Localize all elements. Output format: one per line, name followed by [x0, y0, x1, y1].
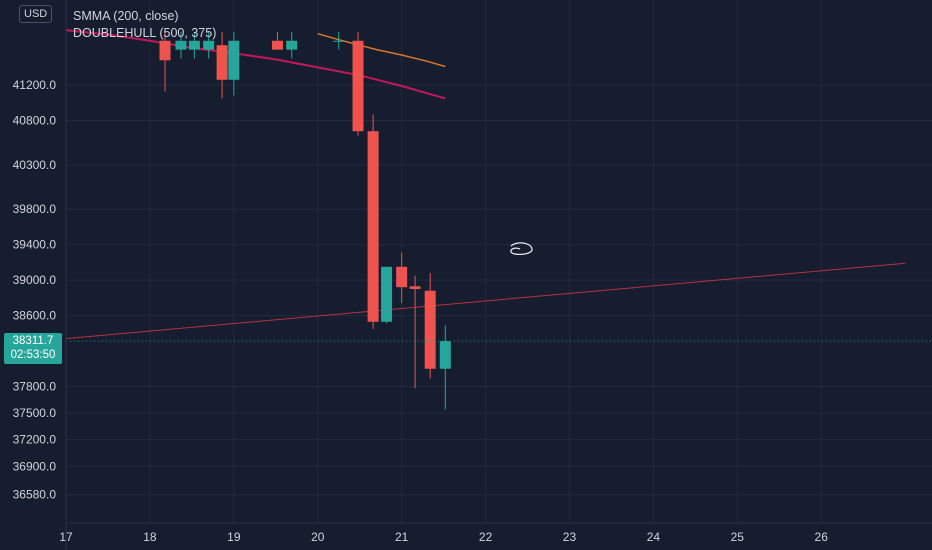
price-axis-label: 37200.0 — [13, 433, 57, 447]
candle-body — [228, 40, 240, 80]
price-axis-label: 41200.0 — [13, 78, 57, 92]
candles — [159, 31, 451, 410]
candle-body — [175, 40, 187, 50]
candle — [175, 31, 187, 59]
last-price-value: 38311.7 — [12, 335, 54, 348]
candle — [439, 325, 451, 410]
time-axis-label: 19 — [227, 530, 241, 544]
candle — [367, 114, 379, 329]
candle — [396, 252, 408, 304]
time-axis-label: 22 — [479, 530, 493, 544]
price-axis-label: 36900.0 — [13, 459, 57, 473]
time-axis-label: 25 — [731, 530, 745, 544]
candle-body — [271, 40, 283, 50]
candle-body — [188, 40, 200, 50]
candle-body — [396, 266, 408, 288]
smma-line — [317, 32, 446, 68]
trendline — [65, 262, 906, 340]
price-axis-label: 40800.0 — [13, 114, 57, 128]
candle-body — [286, 40, 298, 50]
time-axis-label: 26 — [815, 530, 829, 544]
price-axis-label: 39000.0 — [13, 273, 57, 287]
time-axis-label: 21 — [395, 530, 409, 544]
price-axis-label: 37800.0 — [13, 379, 57, 393]
doublehull-line — [65, 29, 446, 100]
candle — [271, 31, 283, 50]
candle-body — [216, 45, 228, 80]
candle — [333, 31, 345, 50]
candle-body — [333, 40, 345, 42]
time-axis-label: 20 — [311, 530, 325, 544]
price-axis-label: 38600.0 — [13, 309, 57, 323]
time-axis-label: 18 — [143, 530, 157, 544]
candle-body — [424, 290, 436, 369]
chart-axes: 41200.0 40800.0 40300.0 39800.0 39400.0 39000… — [13, 0, 932, 550]
candle-body — [159, 40, 171, 61]
currency-label[interactable]: USD — [19, 5, 53, 23]
candle-body — [439, 341, 451, 369]
bar-countdown: 02:53:50 — [10, 349, 56, 362]
chart-grid — [65, 0, 932, 523]
candle — [381, 266, 393, 324]
price-axis-label: 40300.0 — [13, 158, 57, 172]
candle — [203, 31, 215, 59]
candle — [216, 31, 228, 99]
candle-body — [367, 131, 379, 322]
price-axis-label: 39400.0 — [13, 238, 57, 252]
time-axis-label: 24 — [647, 530, 661, 544]
price-axis-label: 39800.0 — [13, 202, 57, 216]
candle — [159, 31, 171, 92]
candle — [286, 31, 298, 59]
candle — [228, 31, 240, 96]
legend-smma[interactable]: SMMA (200, close) — [73, 9, 179, 23]
price-axis-label: 36580.0 — [13, 488, 57, 502]
drawing-annotation — [510, 242, 533, 256]
time-axis-label: 23 — [563, 530, 577, 544]
legend-doublehull[interactable]: DOUBLEHULL (500, 375) — [73, 26, 217, 40]
candle-body — [203, 40, 215, 50]
overlay — [66, 242, 932, 342]
candle-body — [381, 266, 393, 322]
price-axis-label: 37500.0 — [13, 406, 57, 420]
indicator-legend: SMMA (200, close) DOUBLEHULL (500, 375) — [73, 8, 216, 42]
candle — [352, 31, 364, 136]
candle — [409, 275, 421, 389]
last-price-tag: 38311.7 02:53:50 — [4, 333, 62, 365]
candle-body — [352, 40, 364, 132]
candle — [424, 273, 436, 379]
candle — [188, 31, 200, 59]
candle-body — [409, 286, 421, 289]
